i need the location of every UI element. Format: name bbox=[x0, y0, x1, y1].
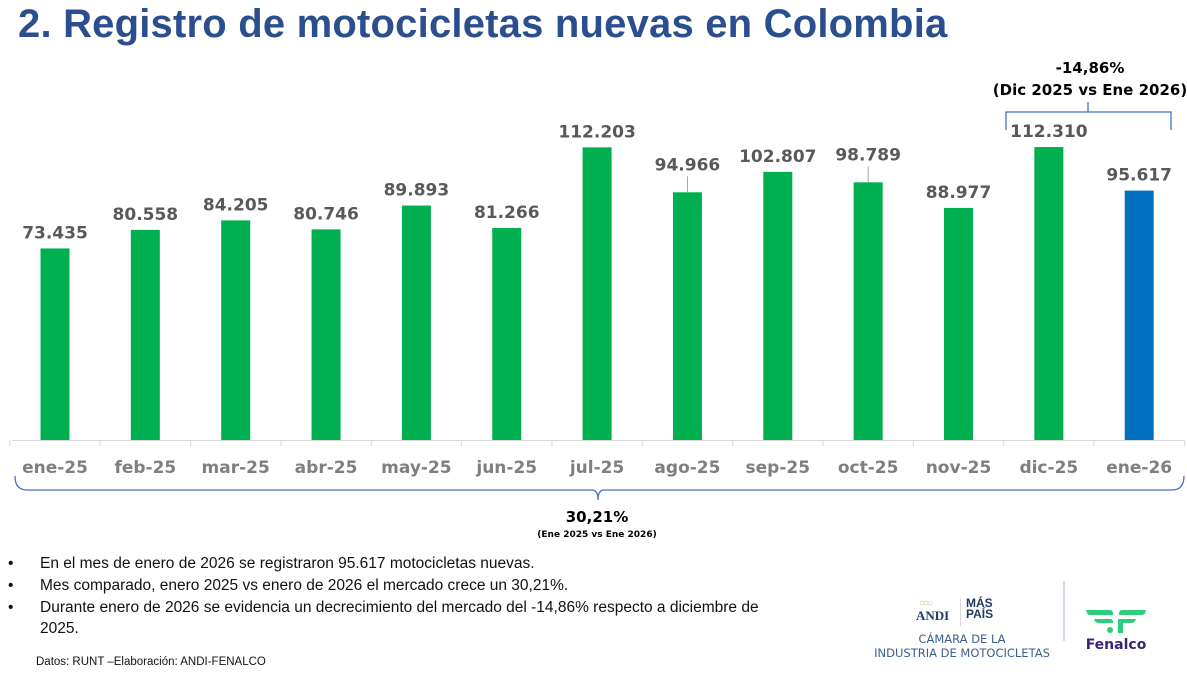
bar-jun-25 bbox=[492, 228, 522, 440]
bullet-text: Durante enero de 2026 se evidencia un de… bbox=[40, 599, 759, 637]
andi-logo: ○○○ ANDI MÁS PAÍS CÁMARA DE LA INDUSTRIA… bbox=[864, 596, 1060, 662]
x-tick-label-jul-25: jul-25 bbox=[569, 458, 624, 478]
andi-divider bbox=[960, 598, 961, 626]
mas-pais-mark: MÁS PAÍS bbox=[966, 596, 994, 621]
data-label-feb-25: 80.558 bbox=[113, 205, 179, 225]
data-label-ene-25: 73.435 bbox=[22, 223, 88, 243]
bar-nov-25 bbox=[944, 207, 973, 440]
data-label-ago-25: 94.966 bbox=[655, 155, 721, 175]
mas-pais-line2: PAÍS bbox=[966, 607, 994, 621]
x-tick-label-ene-25: ene-25 bbox=[22, 458, 88, 478]
data-label-ene-26: 95.617 bbox=[1106, 166, 1172, 186]
bullet-item: • Mes comparado, enero 2025 vs enero de 2… bbox=[8, 575, 768, 596]
data-label-mar-25: 84.205 bbox=[203, 195, 269, 215]
andi-rings-icon: ○○○ bbox=[919, 598, 933, 609]
monthly-change-annotation: -14,86% (Dic 2025 vs Ene 2026) bbox=[990, 57, 1187, 101]
bullet-icon: • bbox=[8, 555, 14, 572]
bars-group bbox=[40, 147, 1154, 441]
fenalco-wings-icon bbox=[1086, 610, 1146, 633]
data-label-sep-25: 102.807 bbox=[739, 147, 816, 167]
data-label-nov-25: 88.977 bbox=[926, 183, 992, 203]
bar-may-25 bbox=[401, 205, 431, 440]
x-tick-label-may-25: may-25 bbox=[381, 458, 451, 478]
monthly-comparison-bracket bbox=[1005, 102, 1172, 130]
bar-mar-25 bbox=[221, 220, 251, 440]
bar-oct-25 bbox=[853, 182, 883, 440]
bar-dic-25 bbox=[1034, 147, 1064, 440]
bar-chart: 73.435 80.558 84.205 80.746 89.893 81.266 112.… bbox=[9, 102, 1185, 501]
x-tick-label-jun-25: jun-25 bbox=[475, 458, 537, 478]
bar-feb-25 bbox=[130, 229, 160, 440]
yearly-change-annotation: 30,21% (Ene 2025 vs Ene 2026) bbox=[497, 507, 697, 542]
chamber-line1: CÁMARA DE LA bbox=[918, 632, 1006, 646]
fenalco-logo: Fenalco bbox=[1080, 606, 1152, 658]
summary-bullets: • En el mes de enero de 2026 se registrar… bbox=[8, 553, 768, 640]
x-tick-label-sep-25: sep-25 bbox=[746, 458, 811, 478]
bullet-text: Mes comparado, enero 2025 vs enero de 20… bbox=[40, 577, 569, 594]
monthly-change-detail: (Dic 2025 vs Ene 2026) bbox=[992, 81, 1187, 99]
x-tick-label-ago-25: ago-25 bbox=[654, 458, 720, 478]
bullet-icon: • bbox=[8, 599, 14, 616]
x-tick-label-nov-25: nov-25 bbox=[926, 458, 992, 478]
data-label-jul-25: 112.203 bbox=[558, 122, 635, 142]
andi-brand: ANDI bbox=[916, 608, 950, 623]
x-tick-label-mar-25: mar-25 bbox=[202, 458, 270, 478]
data-source-note: Datos: RUNT –Elaboración: ANDI-FENALCO bbox=[36, 656, 266, 668]
yearly-comparison-bracket bbox=[14, 475, 1185, 501]
data-labels-group: 73.435 80.558 84.205 80.746 89.893 81.266 112.… bbox=[22, 122, 1172, 243]
mas-pais-line1: MÁS bbox=[966, 596, 993, 610]
x-tick-label-oct-25: oct-25 bbox=[838, 458, 899, 478]
x-tick-label-abr-25: abr-25 bbox=[295, 458, 358, 478]
data-label-dic-25: 112.310 bbox=[1010, 122, 1088, 142]
data-label-may-25: 89.893 bbox=[384, 181, 450, 201]
bar-jul-25 bbox=[582, 147, 612, 441]
bullet-item: • Durante enero de 2026 se evidencia un d… bbox=[8, 597, 768, 639]
fenalco-brand: Fenalco bbox=[1085, 637, 1147, 653]
slide-title: 2. Registro de motocicletas nuevas en Co… bbox=[18, 2, 948, 46]
x-axis-group: ene-25 feb-25 mar-25 abr-25 may-25 jun-25 jul-… bbox=[9, 440, 1185, 478]
x-tick-label-ene-26: ene-26 bbox=[1106, 458, 1172, 478]
bar-ago-25 bbox=[672, 192, 702, 440]
bullet-text: En el mes de enero de 2026 se registraro… bbox=[40, 555, 535, 572]
bar-ene-26 bbox=[1124, 190, 1154, 440]
data-label-abr-25: 80.746 bbox=[293, 204, 359, 224]
data-label-oct-25: 98.789 bbox=[835, 145, 901, 165]
data-label-jun-25: 81.266 bbox=[474, 203, 540, 223]
logo-divider bbox=[1063, 581, 1065, 641]
yearly-change-value: 30,21% bbox=[565, 508, 629, 526]
bar-ene-25 bbox=[40, 248, 70, 440]
bullet-item: • En el mes de enero de 2026 se registrar… bbox=[8, 553, 768, 574]
chamber-line2: INDUSTRIA DE MOTOCICLETAS bbox=[874, 646, 1050, 660]
chamber-name: CÁMARA DE LA INDUSTRIA DE MOTOCICLETAS bbox=[864, 632, 1060, 660]
x-tick-label-feb-25: feb-25 bbox=[114, 458, 176, 478]
monthly-change-value: -14,86% bbox=[1055, 59, 1125, 77]
x-tick-label-dic-25: dic-25 bbox=[1019, 458, 1078, 478]
bar-abr-25 bbox=[311, 229, 341, 440]
yearly-change-detail: (Ene 2025 vs Ene 2026) bbox=[537, 530, 657, 540]
bar-sep-25 bbox=[763, 171, 793, 440]
bullet-icon: • bbox=[8, 577, 14, 594]
